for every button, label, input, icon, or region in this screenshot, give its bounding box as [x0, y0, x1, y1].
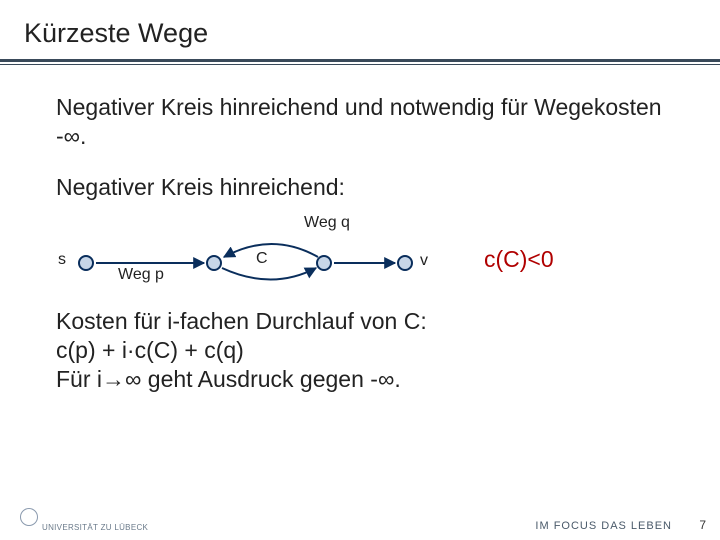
diagram: Weg q s Weg p C v c(C)<0 — [56, 213, 616, 293]
p3-line3: Für i→∞ geht Ausdruck gegen -∞. — [56, 365, 680, 394]
footer-left: UNIVERSITÄT ZU LÜBECK — [20, 523, 148, 532]
paragraph-3: Kosten für i-fachen Durchlauf von C: c(p… — [56, 307, 680, 393]
paragraph-2: Negativer Kreis hinreichend: — [56, 173, 680, 202]
diagram-edges — [56, 213, 616, 303]
footer: UNIVERSITÄT ZU LÜBECK IM FOCUS DAS LEBEN… — [0, 510, 720, 540]
page-number: 7 — [699, 518, 706, 532]
paragraph-1: Negativer Kreis hinreichend und notwendi… — [56, 93, 680, 151]
footer-right: IM FOCUS DAS LEBEN — [535, 520, 672, 532]
slide: Kürzeste Wege Negativer Kreis hinreichen… — [0, 0, 720, 540]
slide-title: Kürzeste Wege — [0, 0, 720, 49]
p3-line1: Kosten für i-fachen Durchlauf von C: — [56, 307, 680, 336]
footer-left-text: UNIVERSITÄT ZU LÜBECK — [42, 523, 148, 532]
logo-icon — [20, 508, 38, 526]
content-area: Negativer Kreis hinreichend und notwendi… — [0, 65, 720, 394]
p3-line2: c(p) + i·c(C) + c(q) — [56, 336, 680, 365]
